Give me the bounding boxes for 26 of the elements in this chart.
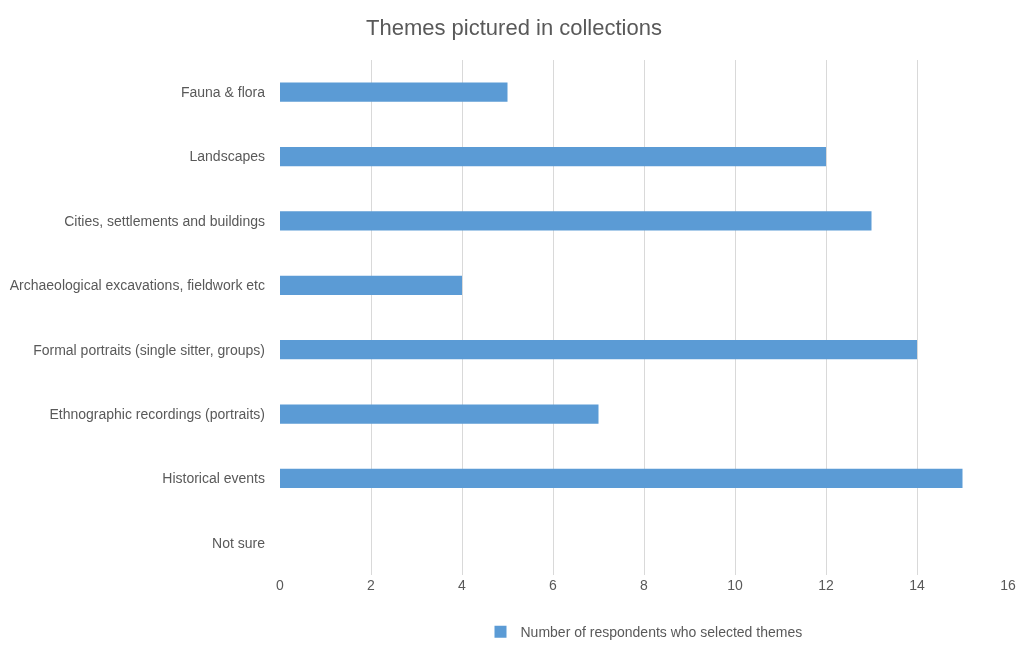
y-tick-label: Cities, settlements and buildings [64,212,265,229]
x-tick-label: 6 [549,577,558,593]
chart-title: Themes pictured in collections [366,15,662,41]
x-tick-label: 10 [727,577,743,593]
legend-label: Number of respondents who selected themes [520,624,803,641]
bar [280,404,599,424]
bar [280,468,963,489]
bar [280,82,508,102]
bar [280,340,917,360]
x-tick-label: 12 [818,577,834,593]
y-tick-label: Not sure [212,534,266,551]
x-tick-label: 8 [640,577,649,593]
x-tick-label: 16 [1000,577,1016,593]
x-tick-label: 14 [909,577,925,593]
y-tick-label: Formal portraits (single sitter, groups) [33,341,265,358]
y-tick-label: Fauna & flora [180,84,266,101]
bar [280,275,462,295]
y-tick-label: Historical events [162,470,265,487]
x-tick-label: 0 [276,577,285,593]
x-tick-label: 4 [458,577,467,593]
y-tick-label: Landscapes [189,148,265,165]
x-tick-label: 2 [367,577,376,593]
bar [280,211,872,231]
y-tick-label: Archaeological excavations, fieldwork etc [9,277,265,294]
bar [280,146,826,167]
y-tick-label: Ethnographic recordings (portraits) [49,405,265,422]
